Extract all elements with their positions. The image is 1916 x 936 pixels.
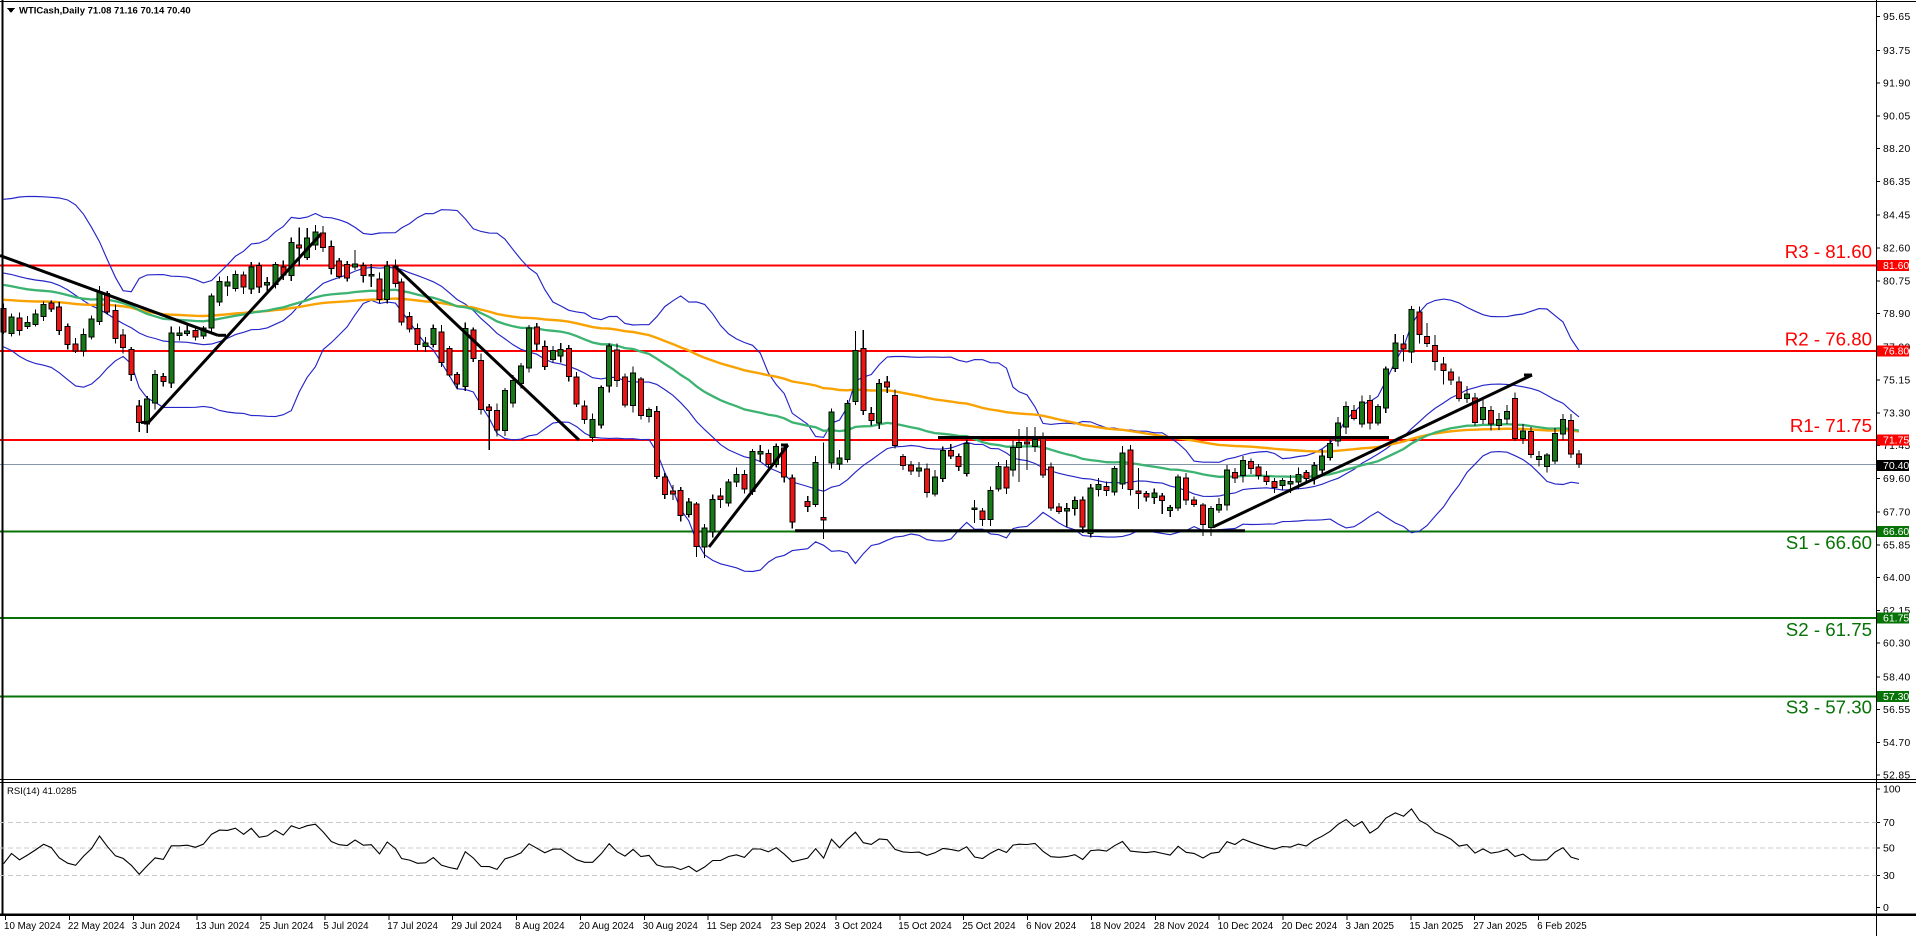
svg-text:15 Jan 2025: 15 Jan 2025	[1409, 921, 1463, 932]
svg-text:6 Feb 2025: 6 Feb 2025	[1537, 921, 1587, 932]
svg-text:R1- 71.75: R1- 71.75	[1790, 415, 1872, 436]
svg-text:50: 50	[1883, 843, 1895, 855]
svg-text:5 Jul 2024: 5 Jul 2024	[323, 921, 369, 932]
svg-text:27 Jan 2025: 27 Jan 2025	[1473, 921, 1527, 932]
svg-text:64.00: 64.00	[1883, 573, 1911, 584]
svg-text:70: 70	[1883, 817, 1895, 829]
svg-text:56.55: 56.55	[1883, 705, 1911, 716]
svg-text:73.30: 73.30	[1883, 408, 1911, 419]
svg-text:58.40: 58.40	[1883, 672, 1911, 683]
svg-text:20 Aug 2024: 20 Aug 2024	[579, 921, 635, 932]
svg-text:52.85: 52.85	[1883, 771, 1911, 782]
svg-text:S1 - 66.60: S1 - 66.60	[1786, 532, 1872, 553]
svg-text:76.80: 76.80	[1883, 345, 1909, 357]
svg-text:80.75: 80.75	[1883, 276, 1911, 287]
svg-text:8 Aug 2024: 8 Aug 2024	[515, 921, 565, 932]
svg-text:S3 - 57.30: S3 - 57.30	[1786, 697, 1872, 718]
svg-text:60.30: 60.30	[1883, 639, 1911, 650]
svg-text:100: 100	[1883, 784, 1901, 796]
svg-text:15 Oct 2024: 15 Oct 2024	[898, 921, 952, 932]
svg-text:54.70: 54.70	[1883, 738, 1911, 749]
svg-text:25 Jun 2024: 25 Jun 2024	[260, 921, 314, 932]
svg-text:0: 0	[1883, 902, 1889, 914]
svg-text:86.35: 86.35	[1883, 177, 1911, 188]
svg-text:S2 - 61.75: S2 - 61.75	[1786, 619, 1872, 640]
svg-text:20 Dec 2024: 20 Dec 2024	[1282, 921, 1338, 932]
svg-text:R3 - 81.60: R3 - 81.60	[1785, 241, 1872, 262]
svg-text:13 Jun 2024: 13 Jun 2024	[196, 921, 250, 932]
svg-text:82.60: 82.60	[1883, 244, 1911, 255]
svg-text:10 Dec 2024: 10 Dec 2024	[1218, 921, 1274, 932]
svg-text:57.30: 57.30	[1883, 691, 1909, 703]
svg-text:91.90: 91.90	[1883, 79, 1911, 90]
svg-text:17 Jul 2024: 17 Jul 2024	[387, 921, 438, 932]
svg-text:84.45: 84.45	[1883, 211, 1911, 222]
svg-text:R2 - 76.80: R2 - 76.80	[1785, 329, 1872, 350]
svg-text:70.40: 70.40	[1883, 460, 1909, 472]
svg-text:61.75: 61.75	[1883, 612, 1909, 624]
svg-text:6 Nov 2024: 6 Nov 2024	[1026, 921, 1077, 932]
svg-text:90.05: 90.05	[1883, 112, 1911, 123]
svg-text:81.60: 81.60	[1883, 260, 1909, 272]
svg-text:23 Sep 2024: 23 Sep 2024	[771, 921, 827, 932]
svg-text:30 Aug 2024: 30 Aug 2024	[643, 921, 699, 932]
svg-text:62.15: 62.15	[1883, 606, 1911, 617]
svg-text:10 May 2024: 10 May 2024	[4, 921, 61, 932]
svg-text:93.75: 93.75	[1883, 46, 1911, 57]
svg-text:71.45: 71.45	[1883, 441, 1911, 452]
svg-text:3 Oct 2024: 3 Oct 2024	[834, 921, 882, 932]
svg-text:78.90: 78.90	[1883, 309, 1911, 320]
svg-text:65.85: 65.85	[1883, 540, 1911, 551]
svg-text:71.75: 71.75	[1883, 435, 1909, 447]
svg-text:11 Sep 2024: 11 Sep 2024	[707, 921, 762, 932]
svg-text:3 Jan 2025: 3 Jan 2025	[1346, 921, 1395, 932]
svg-text:69.60: 69.60	[1883, 474, 1911, 485]
svg-text:30: 30	[1883, 870, 1895, 882]
svg-text:29 Jul 2024: 29 Jul 2024	[451, 921, 502, 932]
svg-text:67.70: 67.70	[1883, 508, 1911, 519]
svg-text:22 May 2024: 22 May 2024	[68, 921, 125, 932]
svg-text:95.65: 95.65	[1883, 12, 1911, 23]
svg-text:28 Nov 2024: 28 Nov 2024	[1154, 921, 1210, 932]
svg-text:25 Oct 2024: 25 Oct 2024	[962, 921, 1016, 932]
svg-text:75.15: 75.15	[1883, 376, 1911, 387]
svg-text:WTICash,Daily 71.08 71.16 70.: WTICash,Daily 71.08 71.16 70.14 70.40	[19, 6, 191, 17]
svg-text:RSI(14) 41.0285: RSI(14) 41.0285	[7, 786, 77, 797]
svg-text:66.60: 66.60	[1883, 526, 1909, 538]
svg-text:3 Jun 2024: 3 Jun 2024	[132, 921, 181, 932]
svg-text:18 Nov 2024: 18 Nov 2024	[1090, 921, 1146, 932]
svg-text:88.20: 88.20	[1883, 144, 1911, 155]
